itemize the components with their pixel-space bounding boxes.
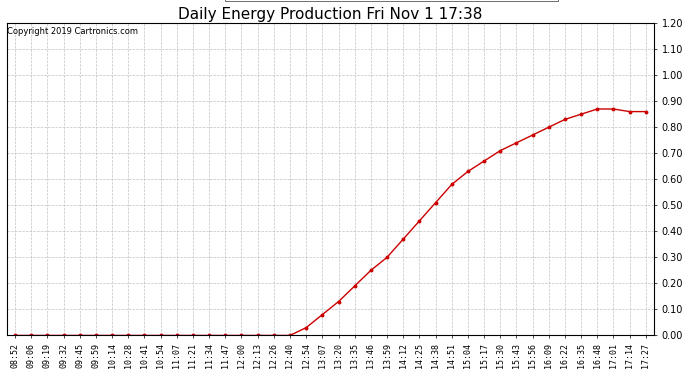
Text: Copyright 2019 Cartronics.com: Copyright 2019 Cartronics.com [7,27,138,36]
Title: Daily Energy Production Fri Nov 1 17:38: Daily Energy Production Fri Nov 1 17:38 [178,7,482,22]
